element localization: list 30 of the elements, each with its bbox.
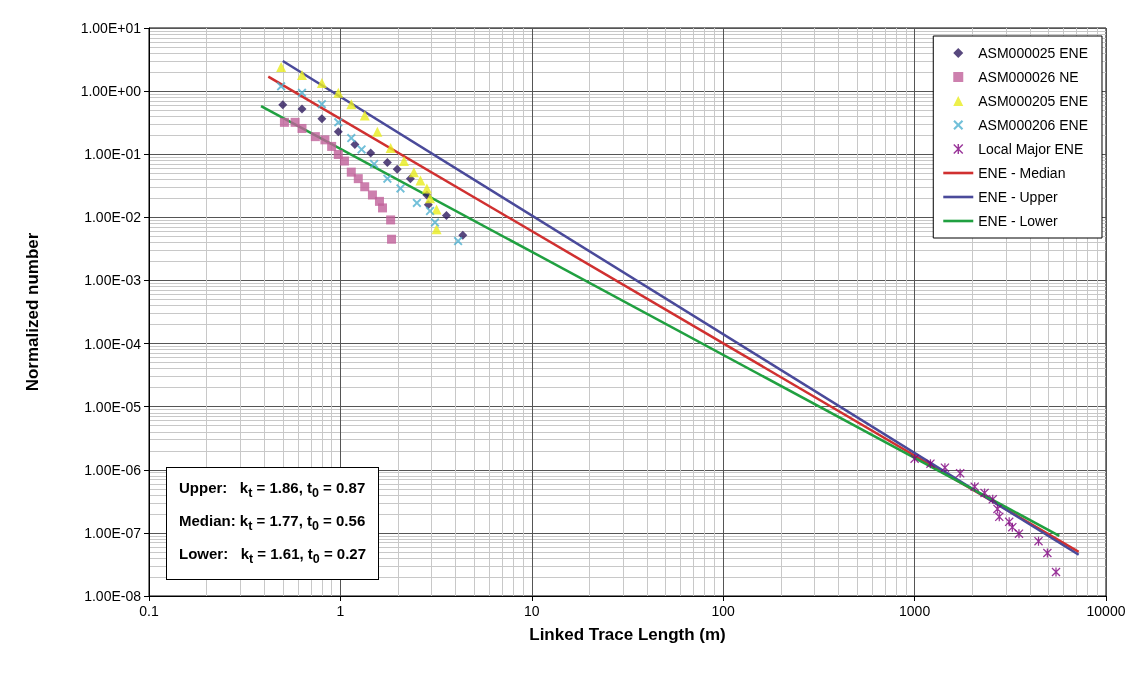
- y-tick-label: 1.00E-04: [84, 335, 142, 352]
- legend-label: ASM000206 ENE: [978, 117, 1088, 133]
- y-tick-label: 1.00E-02: [84, 209, 142, 226]
- y-tick-label: 1.00E+00: [80, 83, 142, 100]
- legend-label: ASM000205 ENE: [978, 93, 1088, 109]
- legend-label: ENE - Lower: [978, 213, 1058, 229]
- x-tick-label: 0.1: [139, 603, 159, 619]
- y-tick-label: 1.00E-01: [84, 146, 142, 163]
- y-tick-label: 1.00E-07: [84, 524, 142, 541]
- annotation: Median: k$_{t}$ = 1.77, t$_{0}$ = 0.56: [179, 511, 367, 535]
- y-tick-label: 1.00E-05: [84, 398, 142, 415]
- x-tick-label: 1000: [899, 603, 931, 619]
- legend-label: ASM000025 ENE: [978, 45, 1088, 61]
- legend-label: Local Major ENE: [978, 141, 1084, 157]
- y-tick-label: 1.00E+01: [80, 20, 142, 36]
- x-tick-label: 1: [336, 603, 345, 619]
- x-tick-label: 10: [524, 603, 540, 619]
- x-tick-label: 100: [711, 603, 736, 619]
- legend-label: ENE - Median: [978, 165, 1066, 181]
- y-tick-label: 1.00E-08: [84, 588, 142, 604]
- x-axis-title: Linked Trace Length (m): [529, 625, 726, 644]
- annotation: Upper: k$_{t}$ = 1.86, t$_{0}$ = 0.87: [179, 478, 367, 502]
- legend-label: ASM000026 NE: [978, 69, 1079, 85]
- legend-label: ENE - Upper: [978, 189, 1058, 205]
- x-tick-label: 10000: [1086, 603, 1126, 619]
- y-tick-label: 1.00E-03: [84, 272, 142, 289]
- y-axis-title: Normalized number: [23, 232, 42, 392]
- note-box: Upper: k$_{t}$ = 1.86, t$_{0}$ = 0.87 Median: k$_{t}$ = 1.77, t$_{0}$ = 0.56 Lower: k$_{t}$ = 1.61, t$_{0}$ = 0.27: [166, 467, 380, 580]
- annotation: Lower: k$_{t}$ = 1.61, t$_{0}$ = 0.27: [179, 544, 367, 568]
- y-tick-label: 1.00E-06: [84, 461, 142, 478]
